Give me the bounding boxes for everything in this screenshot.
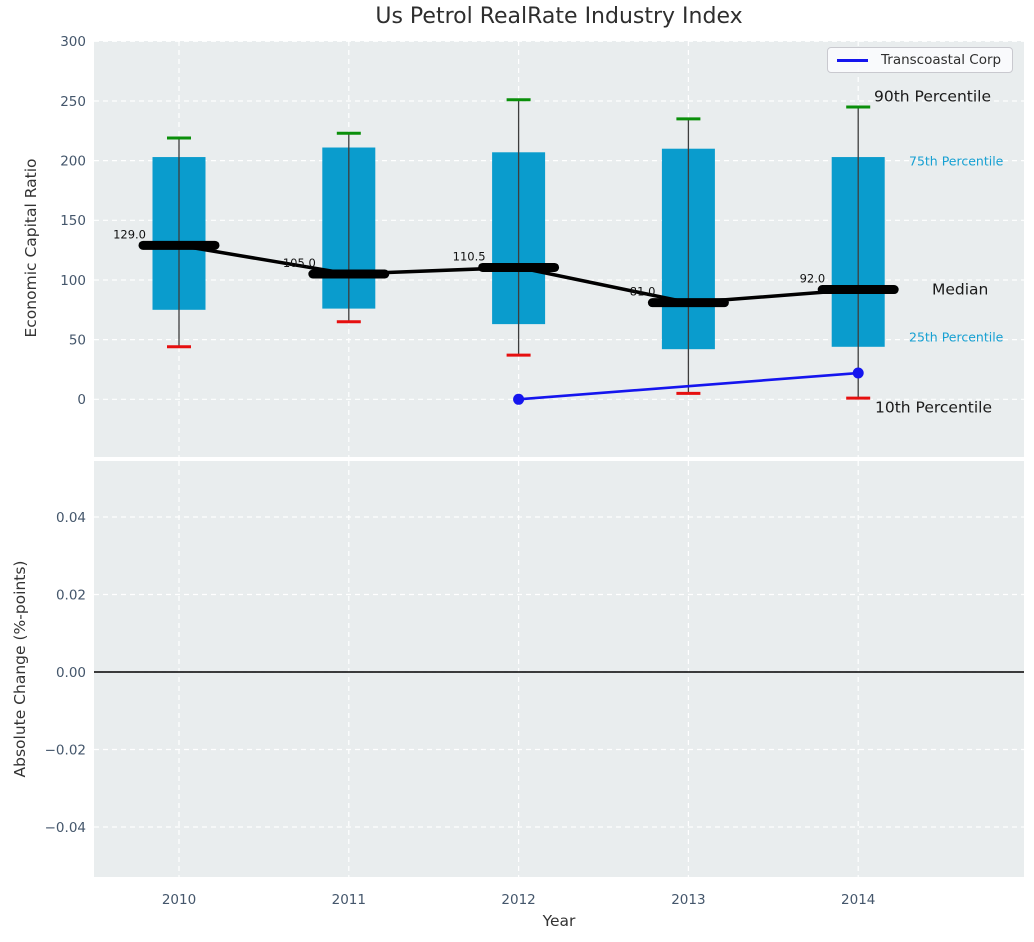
ytick-label-bottom: −0.04 (45, 820, 86, 836)
xtick-label: 2010 (162, 892, 196, 908)
y-axis-label-bottom: Absolute Change (%-points) (11, 561, 29, 778)
axes-top-panel (94, 41, 1024, 457)
ytick-label-top: 250 (60, 94, 86, 110)
ytick-label-bottom: 0.02 (56, 587, 86, 603)
chart-title: Us Petrol RealRate Industry Index (94, 4, 1024, 29)
ytick-label-top: 0 (77, 392, 86, 408)
y-axis-label-top: Economic Capital Ratio (22, 158, 40, 337)
xtick-label: 2013 (671, 892, 705, 908)
ytick-label-top: 300 (60, 34, 86, 50)
ytick-label-bottom: 0.04 (56, 510, 86, 526)
ytick-label-bottom: 0.00 (56, 665, 86, 681)
xtick-label: 2014 (841, 892, 875, 908)
xtick-label: 2012 (501, 892, 535, 908)
xtick-label: 2011 (332, 892, 366, 908)
ytick-label-bottom: −0.02 (45, 742, 86, 758)
ytick-label-top: 50 (69, 332, 86, 348)
legend-label: Transcoastal Corp (881, 52, 1001, 68)
x-axis-label: Year (94, 912, 1024, 930)
axes-bottom-panel (94, 461, 1024, 877)
legend: Transcoastal Corp (827, 47, 1013, 73)
ytick-label-top: 200 (60, 153, 86, 169)
legend-line-icon (837, 59, 868, 62)
figure: Us Petrol RealRate Industry Index 129.01… (0, 0, 1034, 942)
ytick-label-top: 150 (60, 213, 86, 229)
ytick-label-top: 100 (60, 273, 86, 289)
